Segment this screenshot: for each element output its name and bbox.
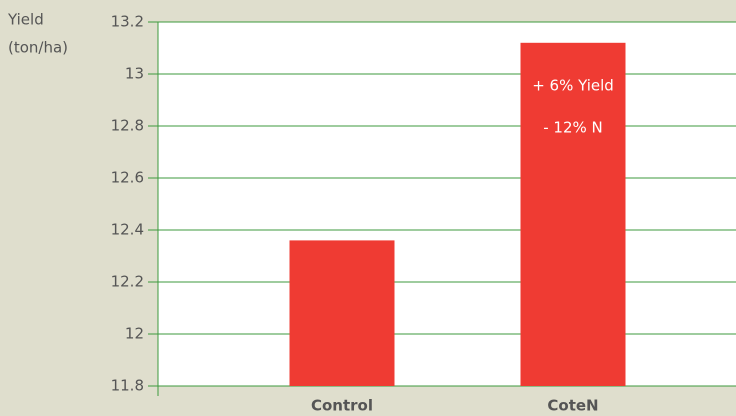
y-tick-label: 12.4 bbox=[111, 221, 144, 239]
bar bbox=[520, 42, 626, 387]
y-tick-label: 11.8 bbox=[111, 377, 144, 395]
y-tick-label: 12.8 bbox=[111, 117, 144, 135]
x-tick-label: Control bbox=[311, 397, 373, 415]
y-tick-label: 12.2 bbox=[111, 273, 144, 291]
bar bbox=[289, 240, 395, 386]
annotation: - 12% N bbox=[543, 119, 603, 137]
y-axis-label: Yield bbox=[7, 11, 44, 29]
y-tick-label: 13.2 bbox=[111, 13, 144, 31]
y-tick-label: 13 bbox=[125, 65, 144, 83]
y-tick-label: 12 bbox=[125, 325, 144, 343]
plot-area bbox=[158, 22, 736, 386]
y-tick-label: 12.6 bbox=[111, 169, 144, 187]
y-axis-label: (ton/ha) bbox=[8, 39, 68, 57]
annotation: + 6% Yield bbox=[532, 77, 614, 95]
x-tick-label: CoteN bbox=[547, 397, 598, 415]
